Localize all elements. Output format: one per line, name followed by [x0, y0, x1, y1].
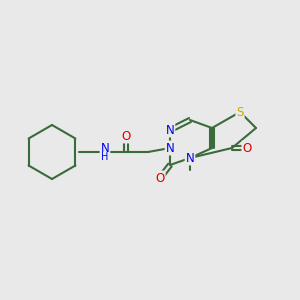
Text: S: S: [236, 106, 244, 118]
Text: N: N: [166, 142, 174, 154]
Text: N: N: [100, 142, 109, 154]
Text: O: O: [122, 130, 130, 142]
Text: O: O: [242, 142, 252, 154]
Text: H: H: [101, 152, 109, 162]
Text: N: N: [166, 124, 174, 136]
Text: N: N: [186, 152, 194, 164]
Text: O: O: [155, 172, 165, 184]
